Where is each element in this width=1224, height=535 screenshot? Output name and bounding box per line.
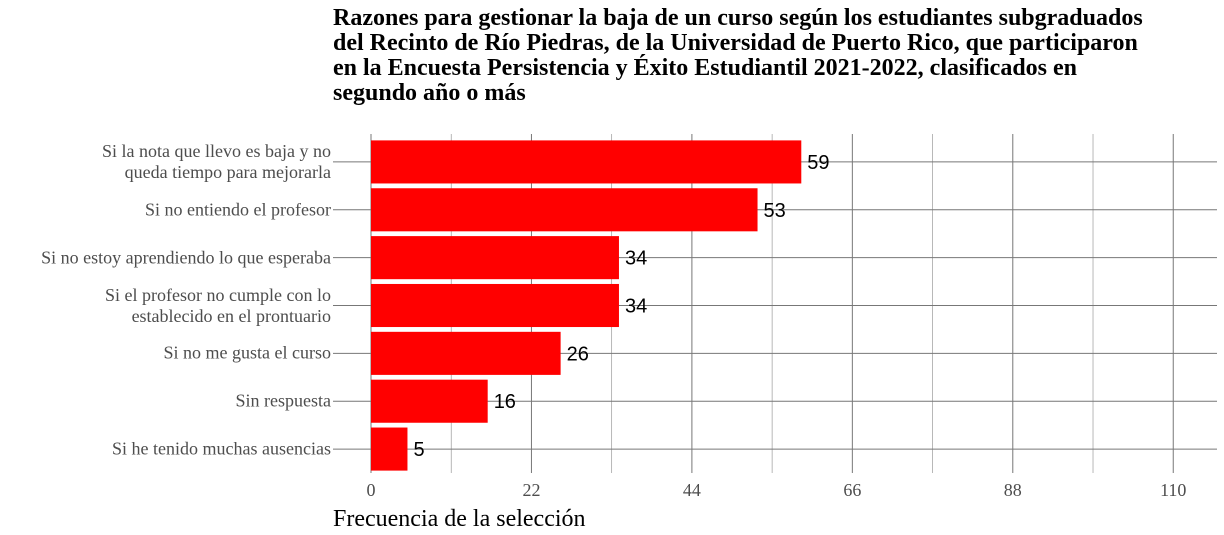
bar [371, 140, 802, 184]
y-tick-label: Si el profesor no cumple con lo establec… [105, 284, 331, 326]
value-label: 59 [807, 152, 829, 174]
value-label: 16 [494, 391, 516, 413]
bar [371, 188, 758, 232]
y-tick-label: Sin respuesta [235, 390, 331, 411]
y-tick-label: Si no me gusta el curso [163, 342, 331, 363]
x-tick-label: 0 [367, 480, 376, 500]
value-label: 34 [625, 296, 647, 318]
value-label: 26 [567, 343, 589, 365]
value-label: 5 [413, 439, 424, 461]
x-tick-label: 66 [843, 480, 861, 500]
bar [371, 427, 408, 471]
bar [371, 331, 561, 375]
value-label: 53 [764, 200, 786, 222]
bar [371, 379, 488, 423]
y-tick-label: Si no estoy aprendiendo lo que esperaba [41, 247, 331, 268]
chart-title: Razones para gestionar la baja de un cur… [333, 5, 1143, 106]
bar [371, 236, 619, 280]
y-tick-label: Si no entiendo el profesor [145, 199, 331, 220]
x-tick-label: 110 [1160, 480, 1186, 500]
y-tick-label: Si he tenido muchas ausencias [112, 438, 331, 459]
value-label: 34 [625, 248, 647, 270]
x-tick-label: 88 [1004, 480, 1022, 500]
x-axis-title: Frecuencia de la selección [333, 506, 586, 532]
bar [371, 283, 619, 328]
x-tick-label: 22 [522, 480, 540, 500]
x-tick-label: 44 [683, 480, 701, 500]
y-tick-label: Si la nota que llevo es baja y no queda … [102, 140, 331, 182]
